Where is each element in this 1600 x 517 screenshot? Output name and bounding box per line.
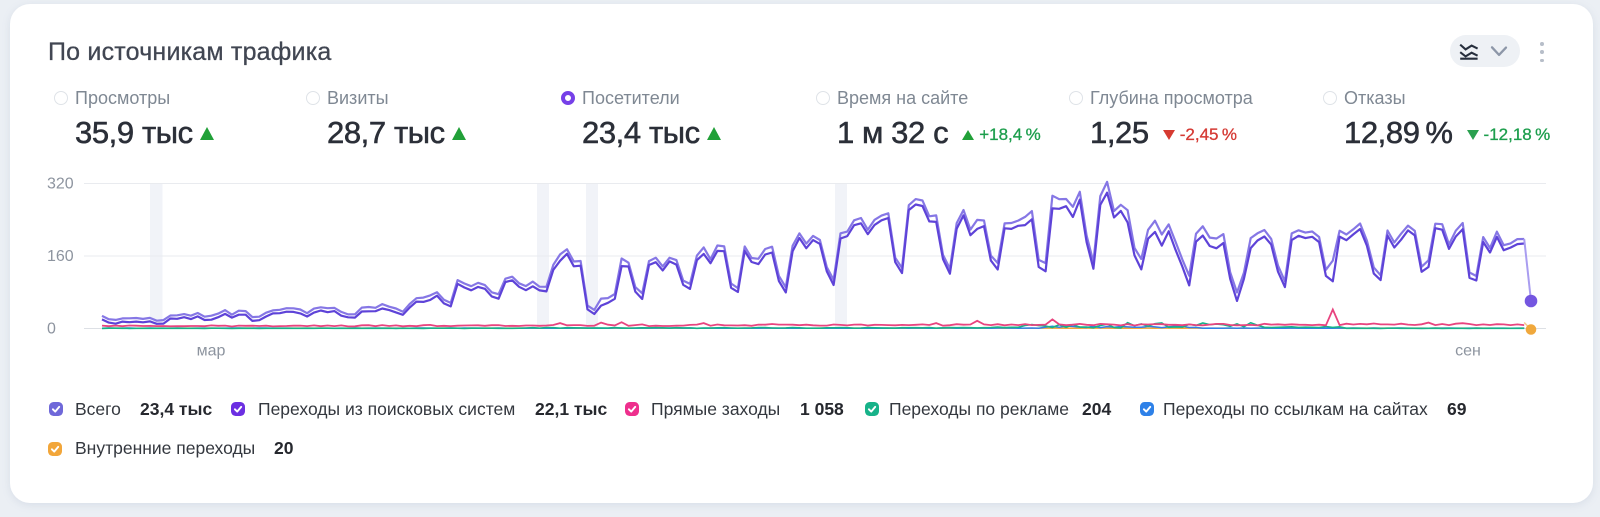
svg-text:160: 160 bbox=[47, 248, 74, 265]
svg-text:320: 320 bbox=[47, 176, 74, 193]
svg-text:мар: мар bbox=[197, 343, 226, 360]
svg-text:сен: сен bbox=[1455, 343, 1481, 360]
svg-text:0: 0 bbox=[47, 321, 56, 338]
